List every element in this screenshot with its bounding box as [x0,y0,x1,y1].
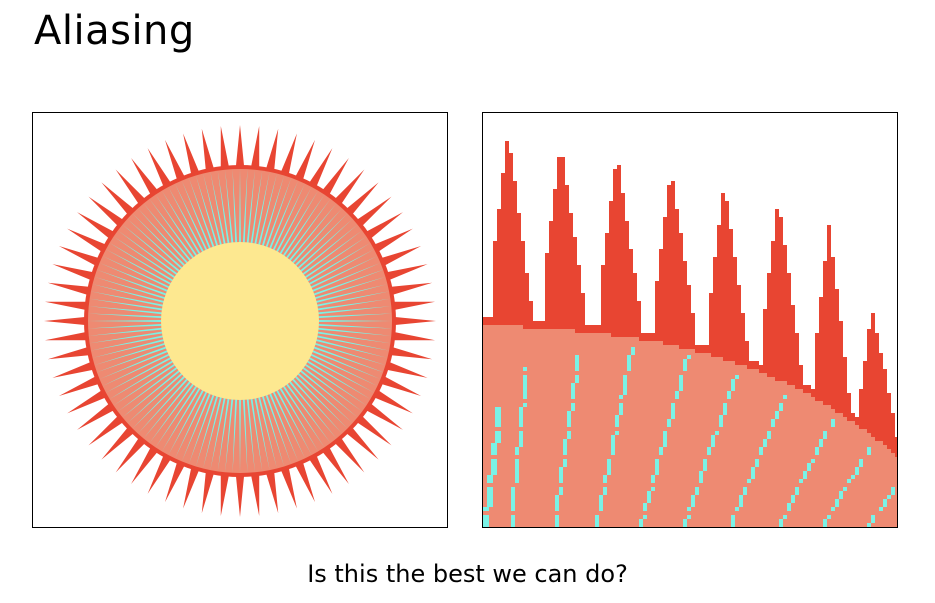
sun-burst-icon [44,125,436,517]
cyan-rays [88,169,392,473]
aliased-pixels [483,141,897,527]
slide-caption: Is this the best we can do? [307,560,628,588]
slide-title: Aliasing [34,8,195,54]
zoomed-aliased-panel [482,112,898,528]
zoomed-aliased-sun-burst-icon [483,141,897,527]
sunburst-panel [32,112,448,528]
spike [493,241,497,325]
sun-core [161,242,319,400]
